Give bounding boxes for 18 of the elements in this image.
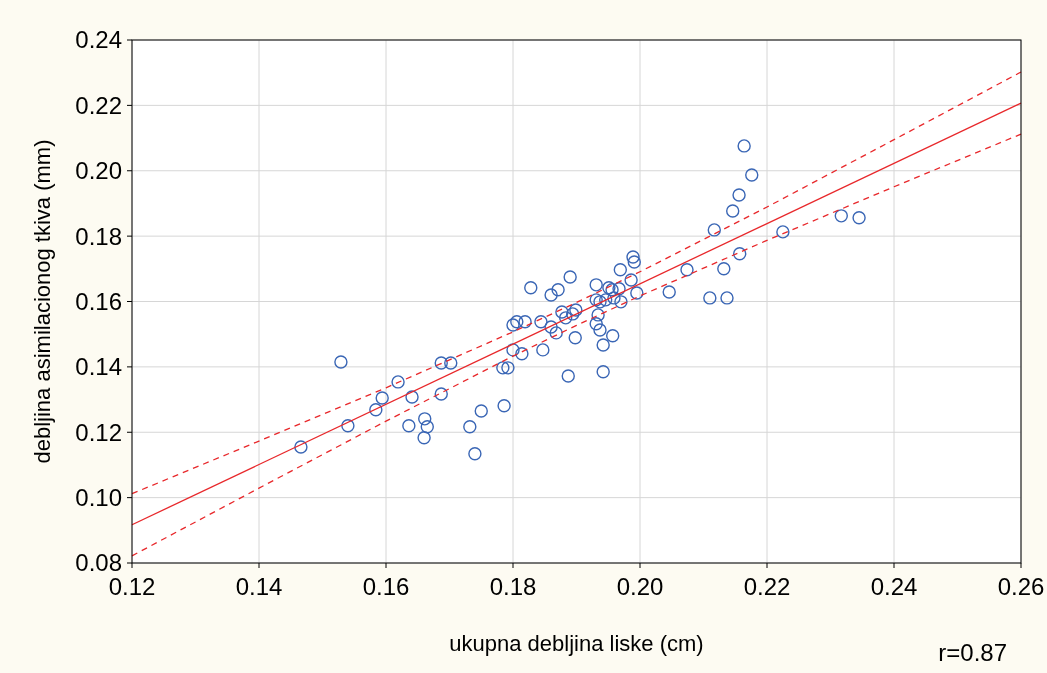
y-tick-label: 0.12	[75, 418, 122, 446]
x-tick-label: 0.20	[616, 573, 664, 600]
y-tick-label: 0.10	[75, 484, 122, 512]
x-tick-label: 0.24	[870, 573, 918, 600]
y-tick-label: 0.16	[75, 287, 122, 315]
y-tick-label: 0.22	[75, 91, 122, 119]
text: r=0.87	[938, 639, 1007, 666]
x-tick-label: 0.18	[489, 573, 537, 600]
x-tick-label: 0.14	[235, 573, 283, 600]
x-tick-label: 0.22	[743, 573, 791, 600]
y-axis-title: debljina asimilacionog tkiva (mm)	[30, 139, 55, 464]
y-tick-label: 0.20	[75, 157, 122, 185]
y-tick-label: 0.24	[75, 26, 122, 54]
x-tick-label: 0.16	[362, 573, 410, 600]
y-tick-label: 0.14	[75, 353, 122, 381]
y-tick-label: 0.18	[75, 222, 122, 250]
x-axis-title: ukupna debljina liske (cm)	[449, 631, 704, 656]
x-tick-label: 0.26	[997, 573, 1045, 600]
